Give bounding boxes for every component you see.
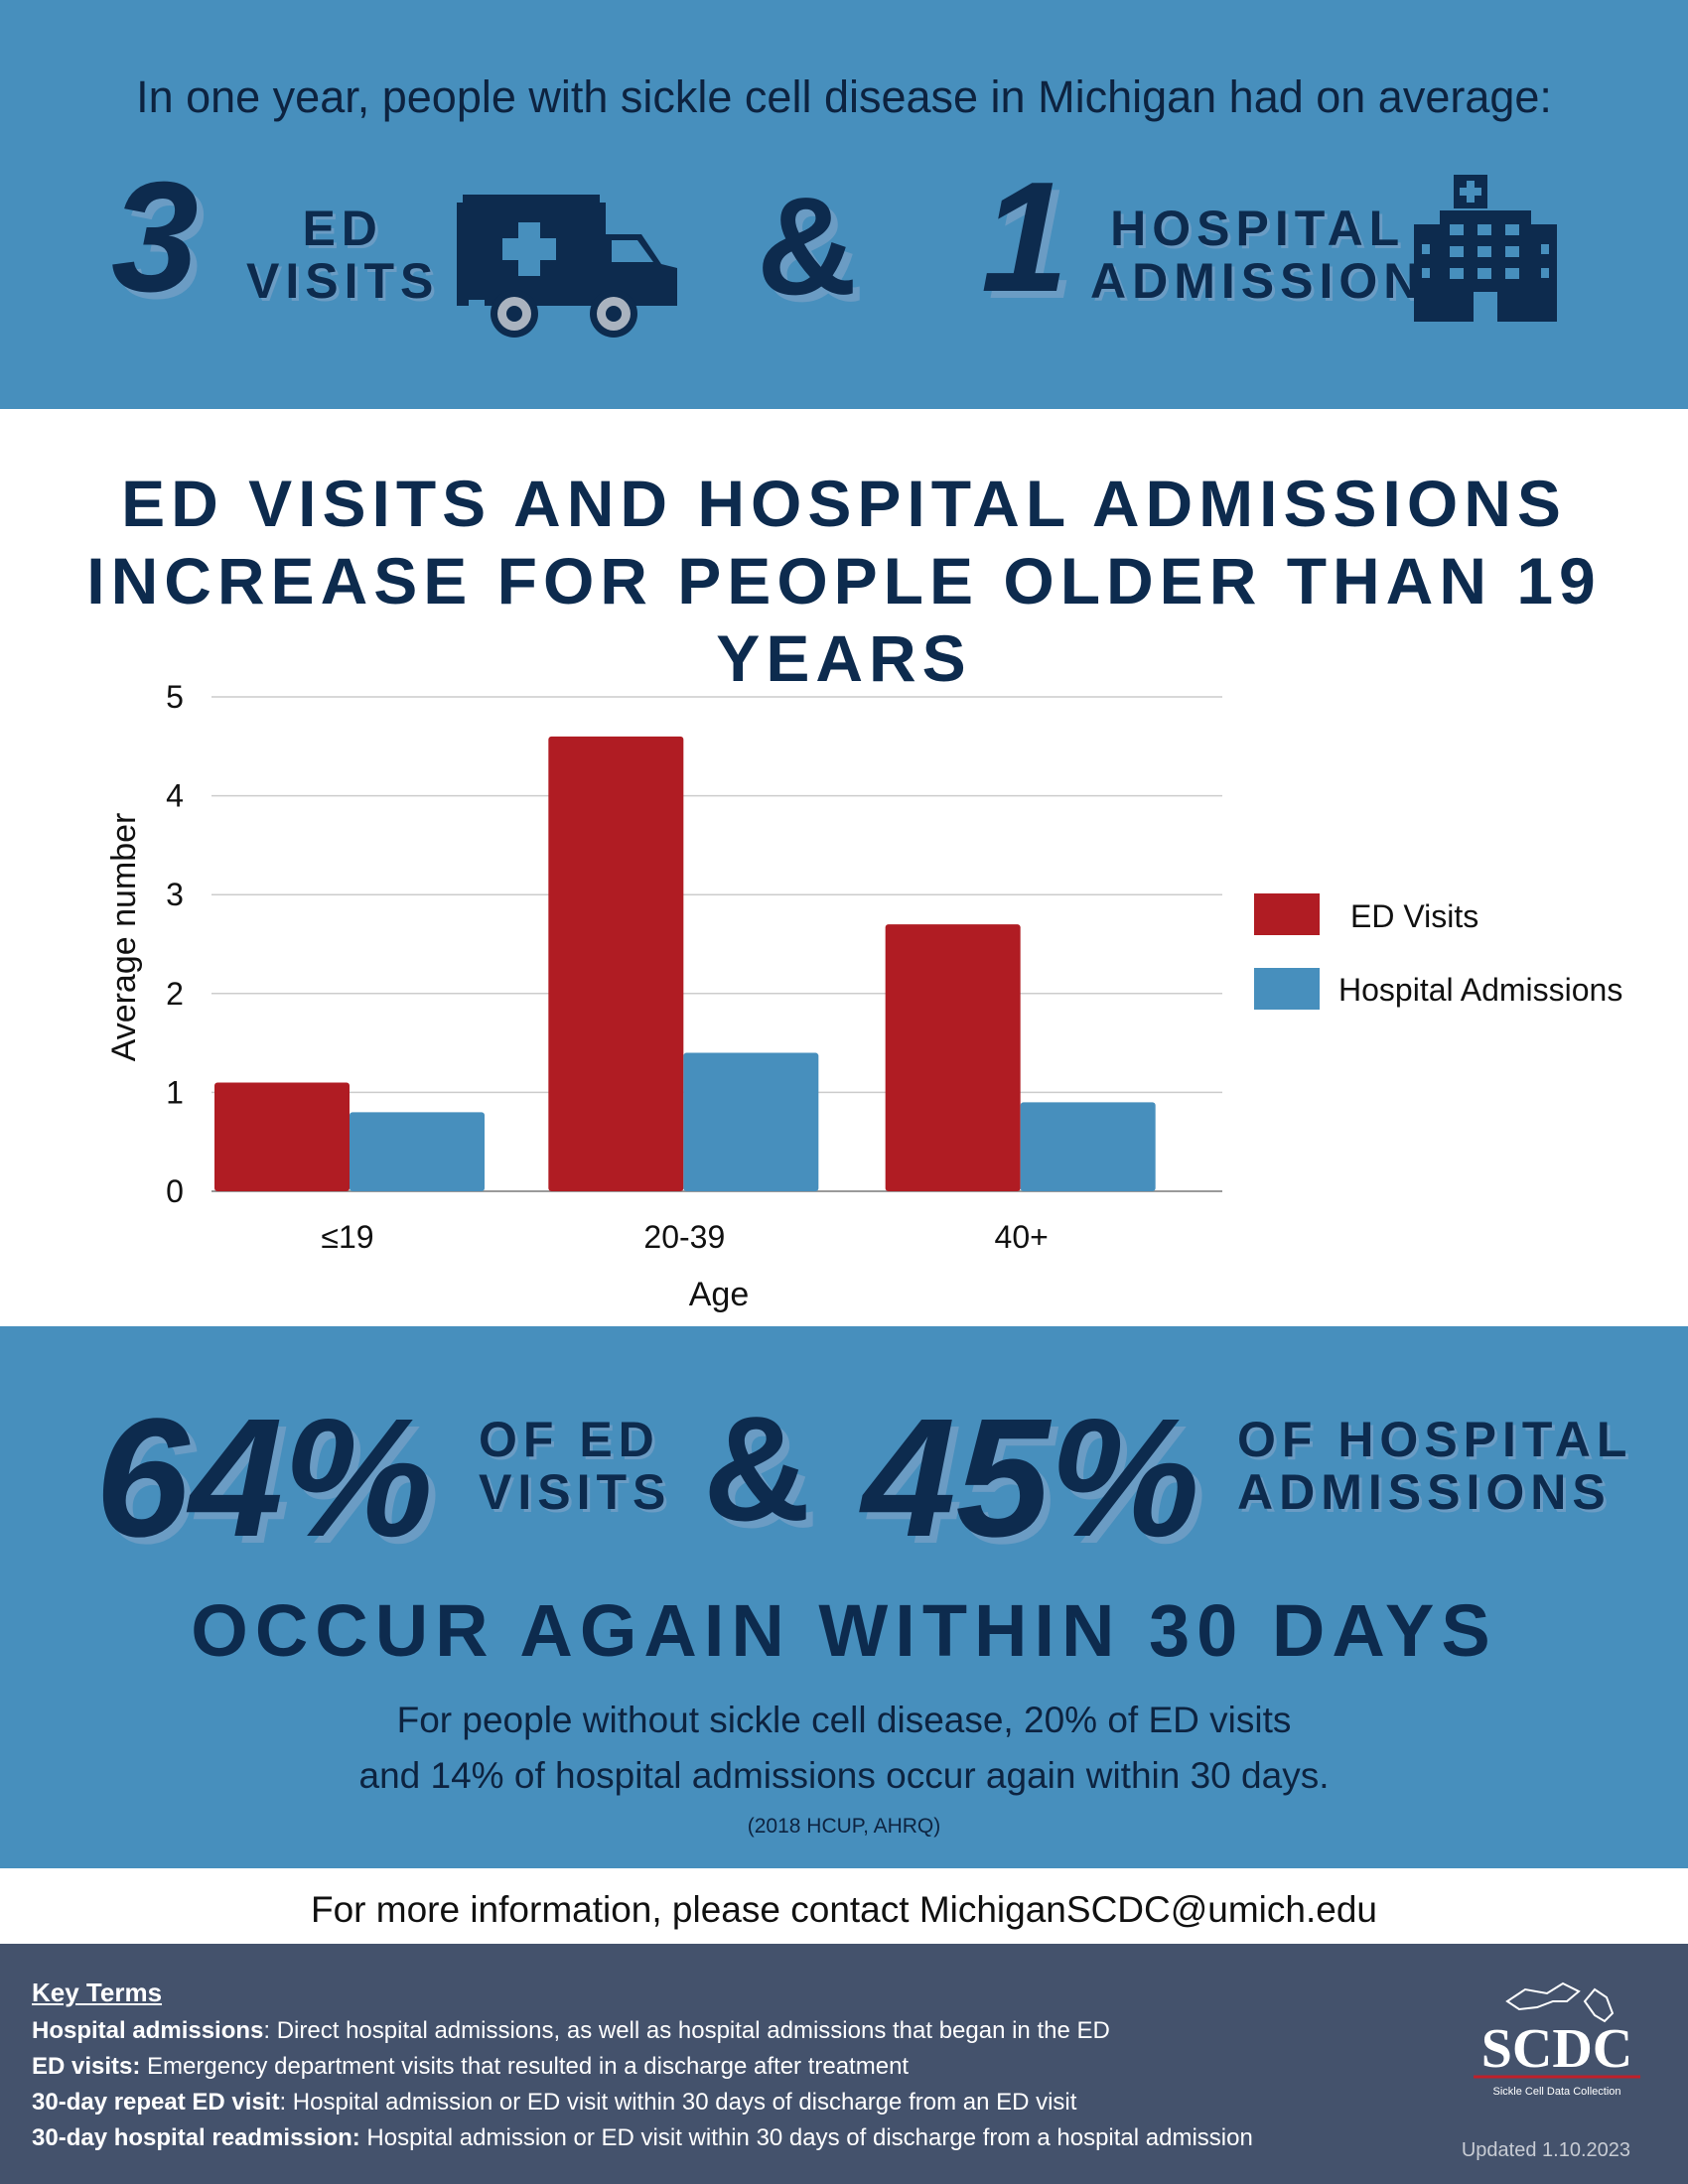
key-terms-heading: Key Terms <box>32 1978 163 2007</box>
x-tick-label-0: ≤19 <box>321 1219 373 1255</box>
bar-ed-visits-1 <box>548 736 684 1191</box>
hospital-admission-label: HOSPITAL ADMISSION <box>1090 203 1425 307</box>
recurrence-headline: OCCUR AGAIN WITHIN 30 DAYS <box>191 1589 1497 1672</box>
ed-recurrence-label-line2: VISITS <box>479 1463 672 1520</box>
summary-banner <box>0 0 1688 409</box>
legend-label-ed-visits: ED Visits <box>1350 898 1478 934</box>
y-tick-label-5: 5 <box>166 679 184 715</box>
y-tick-label-3: 3 <box>166 877 184 912</box>
term-definition: Emergency department visits that resulte… <box>140 2053 910 2080</box>
term-ed-visits: ED visits: Emergency department visits t… <box>32 2053 909 2081</box>
hospital-recurrence-percent: 45% <box>862 1384 1200 1572</box>
legend-swatch-hospital-admissions <box>1254 968 1320 1010</box>
ampersand-2: & <box>703 1385 811 1552</box>
ed-label-line1: ED <box>302 201 383 256</box>
hospital-recurrence-label-line2: ADMISSIONS <box>1237 1463 1612 1520</box>
hospital-recurrence-label: OF HOSPITAL ADMISSIONS <box>1237 1414 1632 1518</box>
ambulance-icon <box>457 195 677 338</box>
hosp-label-line1: HOSPITAL <box>1110 201 1406 256</box>
bar-hospital-admissions-0 <box>350 1112 485 1191</box>
legend-swatch-ed-visits <box>1254 893 1320 935</box>
footer <box>0 1944 1688 2184</box>
bar-chart: 0 1 2 3 4 5 ≤19 20-39 40+ Age Average nu… <box>105 679 1622 1313</box>
comparison-text-line2: and 14% of hospital admissions occur aga… <box>358 1755 1330 1796</box>
term-name: ED visits: <box>32 2053 141 2080</box>
term-definition: : Direct hospital admissions, as well as… <box>263 2017 1110 2044</box>
term-30-day-repeat-ed-visit: 30-day repeat ED visit: Hospital admissi… <box>32 2089 1076 2116</box>
chart-bars <box>214 736 1156 1191</box>
intro-text: In one year, people with sickle cell dis… <box>136 71 1552 122</box>
y-tick-label-2: 2 <box>166 976 184 1012</box>
ampersand: & <box>757 168 858 324</box>
term-name: Hospital admissions <box>32 2017 264 2044</box>
chart-labels: 0 1 2 3 4 5 ≤19 20-39 40+ Age Average nu… <box>105 679 1049 1313</box>
hospital-admission-number: 1 <box>981 150 1068 325</box>
ed-recurrence-label-line1: OF ED <box>479 1412 660 1467</box>
y-tick-label-0: 0 <box>166 1173 184 1209</box>
chart-legend: ED Visits Hospital Admissions <box>1254 893 1622 1010</box>
logo-text: SCDC <box>1481 2018 1632 2080</box>
x-axis-label: Age <box>689 1276 750 1313</box>
term-name: 30-day hospital readmission: <box>32 2124 360 2151</box>
y-tick-label-1: 1 <box>166 1074 184 1110</box>
y-tick-label-4: 4 <box>166 778 184 814</box>
ed-recurrence-label: OF ED VISITS <box>479 1414 671 1518</box>
bar-ed-visits-2 <box>885 924 1021 1191</box>
comparison-text-line1: For people without sickle cell disease, … <box>396 1700 1292 1740</box>
term-name: 30-day repeat ED visit <box>32 2089 280 2116</box>
ed-visits-label: ED VISITS <box>246 203 439 307</box>
logo-subtitle: Sickle Cell Data Collection <box>1493 2086 1621 2098</box>
y-axis-label: Average number <box>105 813 143 1062</box>
bar-hospital-admissions-1 <box>683 1052 819 1191</box>
contact-text: For more information, please contact Mic… <box>310 1889 1377 1930</box>
bar-ed-visits-0 <box>214 1082 350 1191</box>
updated-date: Updated 1.10.2023 <box>1461 2139 1630 2161</box>
term-30-day-hospital-readmission: 30-day hospital readmission: Hospital ad… <box>32 2124 1253 2152</box>
bar-hospital-admissions-2 <box>1020 1102 1156 1191</box>
chart-title: ED VISITS AND HOSPITAL ADMISSIONS INCREA… <box>86 467 1602 695</box>
source-citation: (2018 HCUP, AHRQ) <box>747 1815 941 1838</box>
term-hospital-admissions: Hospital admissions: Direct hospital adm… <box>32 2017 1110 2045</box>
x-tick-label-2: 40+ <box>995 1219 1049 1255</box>
x-tick-label-1: 20-39 <box>643 1219 725 1255</box>
ed-label-line2: VISITS <box>246 252 440 309</box>
term-definition: : Hospital admission or ED visit within … <box>279 2089 1077 2116</box>
scdc-logo: SCDC Sickle Cell Data Collection <box>1474 1981 1640 2098</box>
recurrence-banner <box>0 1326 1688 1868</box>
ed-recurrence-percent: 64% <box>95 1384 434 1572</box>
hosp-label-line2: ADMISSION <box>1090 252 1426 309</box>
ed-visits-number: 3 <box>111 150 199 325</box>
hospital-building-icon <box>1414 175 1557 322</box>
hospital-recurrence-label-line1: OF HOSPITAL <box>1237 1412 1633 1467</box>
term-definition: Hospital admission or ED visit within 30… <box>359 2124 1253 2151</box>
legend-label-hospital-admissions: Hospital Admissions <box>1338 972 1622 1008</box>
